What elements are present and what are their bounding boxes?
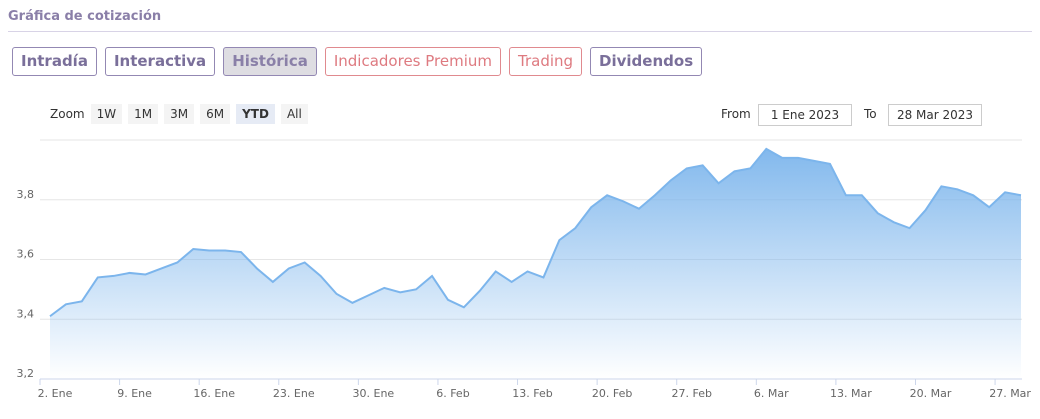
x-tick-label: 16. Ene: [193, 387, 235, 400]
from-label: From: [721, 107, 751, 121]
zoom-bar: Zoom 1W 1M 3M 6M YTD All: [50, 104, 308, 124]
zoom-button[interactable]: 1M: [128, 104, 159, 124]
area: [50, 148, 1021, 379]
tab[interactable]: Intradía: [12, 47, 97, 76]
tabs: Intradía Interactiva Histórica Indicador…: [12, 47, 703, 76]
x-tick-label: 23. Ene: [273, 387, 315, 400]
x-tick-label: 13. Feb: [512, 387, 552, 400]
to-label: To: [864, 107, 877, 121]
x-tick-label: 30. Ene: [353, 387, 395, 400]
x-tick-label: 2. Ene: [38, 387, 73, 400]
tab[interactable]: Interactiva: [104, 47, 216, 76]
zoom-button[interactable]: 3M: [164, 104, 195, 124]
from-input[interactable]: 1 Ene 2023: [758, 104, 852, 126]
y-tick-label: 3,2: [17, 367, 35, 380]
zoom-button[interactable]: 1W: [90, 104, 123, 124]
zoom-button[interactable]: 6M: [200, 104, 231, 124]
x-tick-label: 6. Mar: [754, 387, 789, 400]
to-input[interactable]: 28 Mar 2023: [888, 104, 982, 126]
x-tick-label: 20. Mar: [910, 387, 952, 400]
x-tick-label: 13. Mar: [830, 387, 872, 400]
divider: [8, 31, 1032, 32]
y-tick-label: 3,8: [17, 188, 35, 201]
x-tick-label: 27. Mar: [989, 387, 1031, 400]
zoom-button[interactable]: All: [280, 104, 308, 124]
tab[interactable]: Indicadores Premium: [324, 47, 501, 76]
line: [49, 147, 1022, 318]
y-tick-label: 3,6: [17, 248, 35, 261]
x-tick-label: 9. Ene: [117, 387, 152, 400]
x-tick-label: 6. Feb: [436, 387, 469, 400]
tab[interactable]: Dividendos: [590, 47, 703, 76]
y-tick-label: 3,4: [17, 307, 35, 320]
zoom-button[interactable]: YTD: [236, 104, 275, 124]
zoom-label: Zoom: [50, 107, 85, 121]
x-tick-label: 27. Feb: [671, 387, 711, 400]
tab[interactable]: Histórica: [223, 47, 317, 76]
header-title: Gráfica de cotización: [8, 9, 162, 24]
tab[interactable]: Trading: [509, 47, 583, 76]
x-tick-label: 20. Feb: [592, 387, 632, 400]
